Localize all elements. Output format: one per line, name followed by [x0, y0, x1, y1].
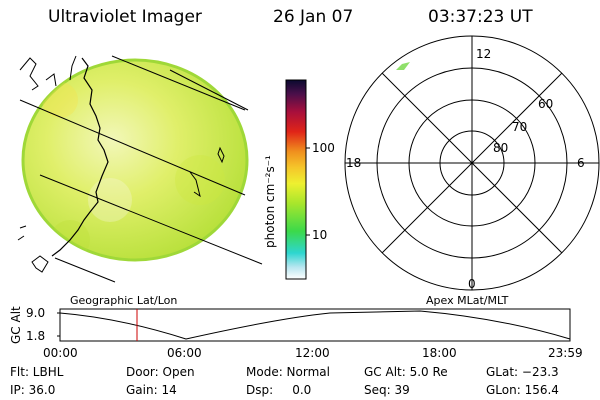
mlt-label-18: 18 — [346, 156, 362, 170]
status-ip: IP: 36.0 — [10, 383, 56, 397]
status-mode: Mode: Normal — [246, 365, 330, 379]
image-date: 26 Jan 07 — [273, 7, 354, 27]
alt-ytick-9: 9.0 — [26, 306, 46, 320]
mlat-label-70: 70 — [512, 120, 528, 134]
mlat-label-60: 60 — [538, 97, 554, 111]
polar-aurora-fragment — [396, 62, 410, 70]
alt-ylabel: GC Alt — [9, 306, 23, 344]
colorbar-tick-10: 10 — [312, 228, 328, 242]
colorbar-tick-100: 100 — [312, 141, 335, 155]
auroral-disk — [21, 58, 249, 262]
orbit-altitude-curve — [59, 310, 571, 340]
apex-panel-label: Apex MLat/MLT — [426, 294, 509, 307]
alt-xtick-0600: 06:00 — [167, 346, 202, 360]
status-dsp: Dsp: 0.0 — [246, 383, 312, 397]
mlat-label-80: 80 — [493, 141, 509, 155]
colorbar-unit-label: photon cm⁻²s⁻¹ — [263, 155, 277, 248]
colorbar — [285, 79, 307, 280]
alt-xtick-1800: 18:00 — [422, 346, 457, 360]
image-time: 03:37:23 UT — [428, 7, 533, 27]
status-glat: GLat: −23.3 — [486, 365, 559, 379]
mlt-label-0: 0 — [468, 277, 476, 291]
alt-xtick-1200: 12:00 — [295, 346, 330, 360]
alt-xtick-2359: 23:59 — [548, 346, 583, 360]
mlt-label-6: 6 — [577, 156, 585, 170]
status-door: Door: Open — [126, 365, 195, 379]
alt-xtick-0000: 00:00 — [43, 346, 78, 360]
polar-grid — [344, 35, 600, 291]
geographic-panel-label: Geographic Lat/Lon — [70, 294, 178, 307]
geographic-image-panel — [17, 55, 263, 283]
status-seq: Seq: 39 — [364, 383, 410, 397]
status-gain: Gain: 14 — [126, 383, 177, 397]
altitude-plot — [57, 308, 571, 342]
status-filter: Flt: LBHL — [10, 365, 64, 379]
instrument-title: Ultraviolet Imager — [48, 7, 202, 27]
status-glon: GLon: 156.4 — [486, 383, 559, 397]
alt-ytick-1-8: 1.8 — [26, 329, 46, 343]
mlt-label-12: 12 — [476, 47, 492, 61]
coastline — [51, 57, 109, 257]
status-gc-alt: GC Alt: 5.0 Re — [364, 365, 448, 379]
